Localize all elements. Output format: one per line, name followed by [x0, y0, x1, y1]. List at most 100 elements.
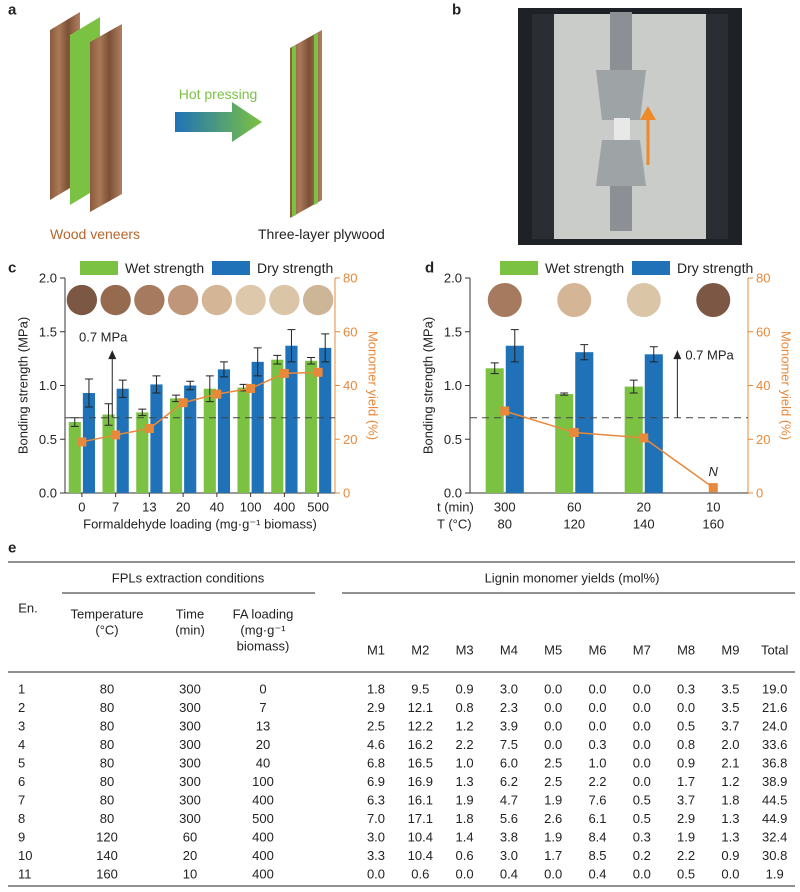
table-cell: 0.2	[633, 848, 651, 863]
table-cell: 2.2	[677, 848, 695, 863]
table-cell: 0.5	[633, 793, 651, 808]
table-cell: 32.4	[762, 830, 787, 845]
y2-tick-label: 80	[756, 271, 770, 286]
legend-label: Dry strength	[677, 260, 753, 276]
table-cell: 5.6	[500, 811, 518, 826]
table-cell: 3.7	[721, 719, 739, 734]
table-cell: 0.0	[633, 737, 651, 752]
table-cell: 8	[18, 811, 25, 826]
yield-line	[504, 410, 714, 489]
y2-tick-label: 40	[756, 378, 770, 393]
error-bar	[186, 380, 195, 391]
table-cell: 2.9	[677, 811, 695, 826]
y-tick-label: 2.0	[444, 271, 462, 286]
table-cell: 2.5	[544, 774, 562, 789]
yield-point	[212, 389, 222, 399]
table-cell: 20	[183, 848, 197, 863]
y2-tick-label: 0	[343, 486, 350, 501]
table-cell: 1.4	[456, 830, 474, 845]
table-cell: 0.0	[677, 700, 695, 715]
x-tick-label: 60	[567, 500, 581, 515]
table-cell: 0.0	[588, 719, 606, 734]
table-cell: 0.0	[633, 756, 651, 771]
bar	[271, 359, 284, 493]
x-tick-label: 100	[240, 500, 262, 515]
x-tick-label: 20	[176, 500, 190, 515]
table-cell: 1.7	[677, 774, 695, 789]
table-cell: 11	[18, 867, 32, 882]
error-bar	[307, 357, 316, 365]
bar	[184, 385, 197, 493]
table-cell: 6.9	[367, 774, 385, 789]
panel-label: b	[452, 2, 461, 19]
y-tick-label: 0.0	[39, 486, 57, 501]
table-cell: 3.8	[500, 830, 518, 845]
table-cell: 30.8	[762, 848, 787, 863]
column-header: M9	[721, 643, 739, 658]
y2-tick-label: 20	[343, 432, 357, 447]
error-bar	[580, 344, 589, 361]
table-cell: 16.2	[408, 737, 433, 752]
table-cell: 7	[259, 700, 266, 715]
bar	[575, 352, 594, 493]
table-cell: 1.9	[456, 793, 474, 808]
panel-label: a	[8, 2, 17, 19]
table-cell: 0.0	[633, 700, 651, 715]
table-cell: 2.5	[367, 719, 385, 734]
table-cell: 8.4	[588, 830, 606, 845]
table-cell: 80	[100, 700, 114, 715]
table-cell: 0.9	[721, 848, 739, 863]
y-tick-label: 1.0	[39, 378, 57, 393]
column-header: (min)	[175, 623, 205, 638]
table-cell: 80	[100, 737, 114, 752]
table-cell: 0.0	[544, 737, 562, 752]
table-cell: 3.5	[721, 700, 739, 715]
error-bar	[118, 379, 127, 398]
table-cell: 7.5	[500, 737, 518, 752]
table-cell: 10	[183, 867, 197, 882]
table-cell: 0.0	[544, 867, 562, 882]
y-tick-label: 1.5	[444, 324, 462, 339]
table-cell: 400	[252, 867, 274, 882]
table-cell: 1.9	[766, 867, 784, 882]
table-cell: 0.3	[588, 737, 606, 752]
x-tick-label: 120	[563, 517, 585, 532]
legend-label: Dry strength	[257, 260, 333, 276]
table-cell: 12.2	[408, 719, 433, 734]
sample-photo	[557, 283, 592, 317]
error-bar	[287, 329, 296, 363]
column-header: Time	[176, 607, 204, 622]
table-cell: 6.8	[367, 756, 385, 771]
table-cell: 0.5	[677, 867, 695, 882]
sample-photo	[167, 284, 199, 316]
table-cell: 4	[18, 737, 25, 752]
column-header: M8	[677, 643, 695, 658]
table-cell: 300	[179, 682, 201, 697]
x-tick-label: 140	[633, 517, 655, 532]
column-header: M1	[367, 643, 385, 658]
table-cell: 1.9	[544, 793, 562, 808]
column-header: (mg·g⁻¹	[240, 623, 286, 638]
bar	[485, 368, 504, 493]
yield-point	[111, 430, 121, 440]
table-cell: 0	[259, 682, 266, 697]
sample-photo	[487, 283, 522, 317]
sample-photo	[269, 284, 300, 316]
bar	[116, 388, 129, 493]
y-axis-label: Bonding strength (MPa)	[421, 317, 436, 454]
error-bar	[560, 392, 569, 396]
table-cell: 24.0	[762, 719, 787, 734]
y-tick-label: 1.0	[444, 378, 462, 393]
table-cell: 0.0	[633, 719, 651, 734]
error-bar	[510, 329, 519, 363]
table-cell: 0.6	[456, 848, 474, 863]
bar	[644, 354, 663, 493]
table-cell: 400	[252, 830, 274, 845]
bar	[624, 386, 643, 493]
process-label: Hot pressing	[179, 86, 258, 102]
y2-tick-label: 60	[343, 324, 357, 339]
point-note: N	[709, 464, 719, 479]
table-cell: 400	[252, 848, 274, 863]
table-cell: 0.0	[456, 867, 474, 882]
table-cell: 0.9	[677, 756, 695, 771]
